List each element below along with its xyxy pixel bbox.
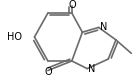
Text: O: O <box>68 0 76 10</box>
Text: N: N <box>100 22 107 32</box>
Text: HO: HO <box>7 32 22 42</box>
Text: N: N <box>88 64 95 74</box>
Text: O: O <box>44 66 52 77</box>
